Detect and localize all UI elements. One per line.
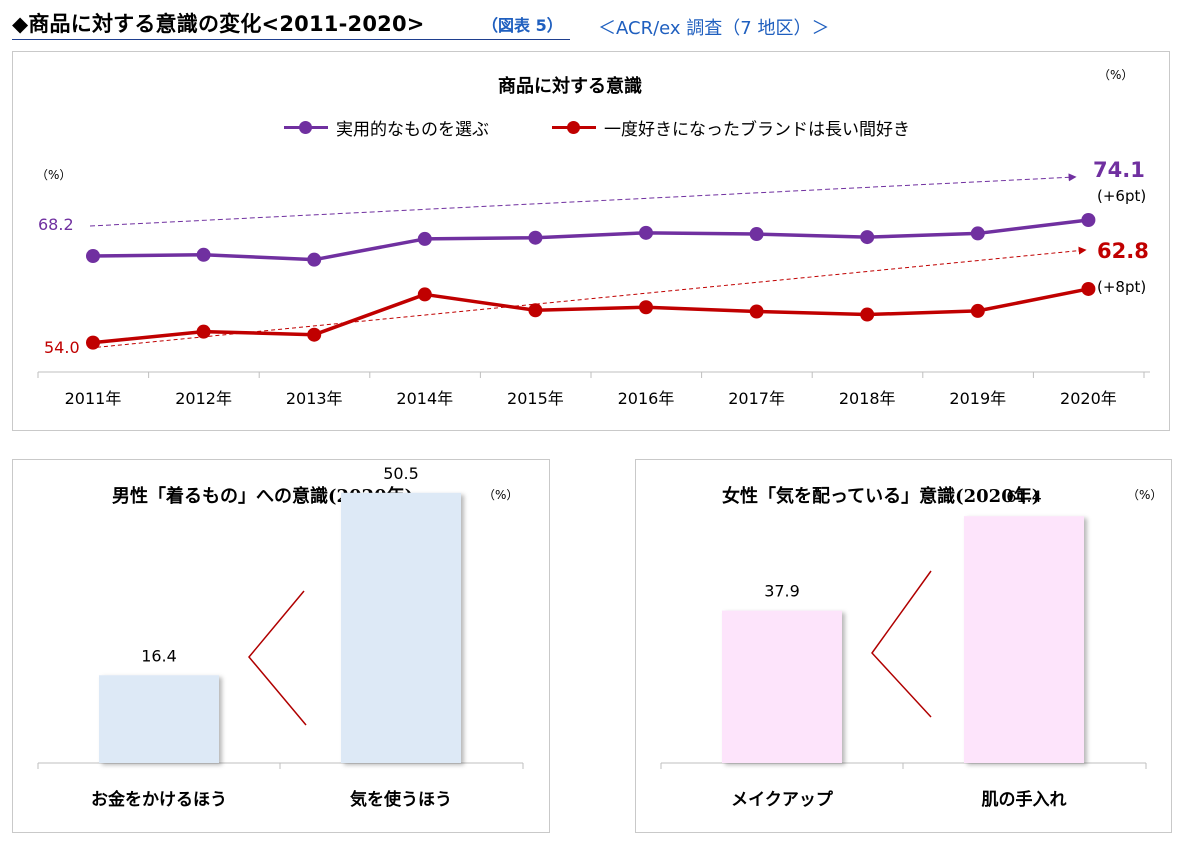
data-point-brand-loyalty — [639, 300, 653, 315]
legend-label-practical: 実用的なものを選ぶ — [336, 120, 489, 140]
x-tick-label: 2020年 — [1060, 389, 1117, 408]
men-bar-chart: 16.4 お金をかけるほう 50.5 気を使うほう — [37, 464, 524, 810]
line-chart-unit-right: （%） — [1098, 68, 1134, 82]
trend-arrow-red — [89, 246, 1087, 349]
data-point-brand-loyalty — [417, 287, 432, 302]
x-tick-label: 2015年 — [507, 389, 564, 408]
bar-value-label: 37.9 — [764, 582, 800, 601]
comparison-chevron — [248, 590, 307, 726]
women-bar-chart: 37.9 メイクアップ 61.4 肌の手入れ — [660, 487, 1147, 810]
bar-men-0 — [99, 675, 219, 763]
category-label: お金をかけるほう — [91, 789, 227, 810]
figure-reference: （図表 5） — [482, 16, 563, 35]
comparison-chevron — [871, 570, 932, 718]
data-point-brand-loyalty — [970, 303, 985, 318]
start-label-brand-loyalty: 54.0 — [44, 338, 80, 357]
survey-source: ＜ACR/ex 調査（7 地区）＞ — [598, 18, 830, 39]
legend-label-brand-loyalty: 一度好きになったブランドは長い間好き — [604, 120, 910, 140]
x-tick-label: 2017年 — [728, 389, 785, 408]
data-point-practical — [1081, 213, 1096, 228]
x-tick-label: 2012年 — [175, 389, 232, 408]
x-tick-label: 2018年 — [839, 389, 896, 408]
data-point-brand-loyalty — [528, 303, 543, 318]
data-point-brand-loyalty — [1081, 281, 1096, 296]
trend-arrow-purple — [89, 173, 1077, 227]
x-tick-label: 2019年 — [949, 389, 1006, 408]
line-chart: 2011年 2012年 2013年 2014年 2015年 2016年 2017年 2018年… — [37, 158, 1150, 408]
bar-value-label: 61.4 — [1006, 487, 1042, 506]
page-title: ◆商品に対する意識の変化<2011-2020> — [12, 12, 425, 36]
data-point-practical — [970, 226, 985, 241]
data-point-practical — [307, 252, 322, 267]
category-label: メイクアップ — [731, 789, 834, 810]
series-line-practical — [92, 218, 1089, 262]
series-line-brand-loyalty — [92, 287, 1089, 345]
data-point-practical — [639, 225, 653, 240]
line-chart-title: 商品に対する意識 — [498, 76, 642, 97]
line-chart-panel — [12, 51, 1170, 431]
bar-value-label: 16.4 — [141, 646, 177, 665]
title-underline — [12, 39, 570, 40]
data-point-practical — [196, 247, 211, 262]
legend-marker-red — [567, 121, 580, 134]
men-chart-title: 男性「着るもの」への意識(2020年) — [112, 486, 414, 507]
men-chart-unit: （%） — [483, 488, 519, 502]
start-label-practical: 68.2 — [38, 215, 74, 234]
category-label: 気を使うほう — [349, 789, 452, 810]
page-header: ◆商品に対する意識の変化<2011-2020> （図表 5） — [12, 8, 572, 40]
x-tick-label: 2014年 — [396, 389, 453, 408]
category-label: 肌の手入れ — [982, 789, 1067, 810]
data-point-brand-loyalty — [86, 335, 100, 350]
legend-item-brand-loyalty: 一度好きになったブランドは長い間好き — [552, 117, 952, 140]
bar-women-0 — [722, 610, 842, 763]
data-point-brand-loyalty — [860, 307, 875, 322]
data-point-brand-loyalty — [196, 324, 211, 339]
data-point-practical — [860, 230, 875, 245]
data-point-brand-loyalty — [307, 327, 322, 342]
data-point-practical — [86, 249, 100, 263]
legend-marker-purple — [299, 121, 312, 134]
end-value-practical: 74.1 — [1093, 158, 1145, 182]
end-change-practical: (+6pt) — [1097, 187, 1146, 205]
women-chart-unit: （%） — [1127, 488, 1163, 502]
data-point-brand-loyalty — [749, 304, 764, 319]
end-change-brand-loyalty: (+8pt) — [1097, 278, 1146, 296]
women-chart-title: 女性「気を配っている」意識(2020年) — [722, 486, 1041, 507]
x-tick-label: 2011年 — [65, 389, 122, 408]
end-value-brand-loyalty: 62.8 — [1097, 239, 1149, 263]
bar-men-1 — [341, 492, 461, 763]
data-point-practical — [749, 227, 764, 242]
bar-value-label: 50.5 — [383, 464, 419, 483]
x-tick-label: 2016年 — [618, 389, 675, 408]
legend-item-practical: 実用的なものを選ぶ — [284, 117, 534, 140]
data-point-practical — [528, 230, 543, 245]
data-point-practical — [417, 231, 432, 246]
line-chart-unit-left: （%） — [36, 168, 72, 182]
x-tick-label: 2013年 — [286, 389, 343, 408]
bar-women-1 — [964, 516, 1084, 763]
